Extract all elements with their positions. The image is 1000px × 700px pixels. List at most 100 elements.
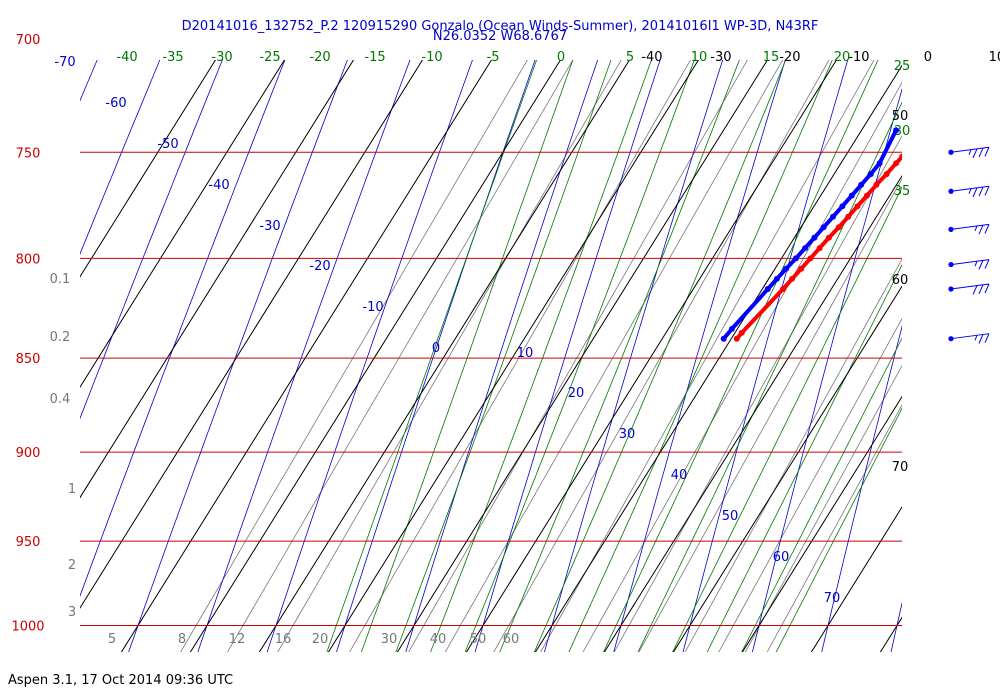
isotherm-line [534, 64, 902, 652]
dry-adiabat-label: 10 [517, 346, 534, 361]
mixing-ratio-line [444, 60, 784, 652]
moist-adiabat-label: 15 [763, 50, 780, 65]
moist-adiabat-line [360, 60, 574, 652]
isotherm-line [741, 395, 902, 652]
mixing-ratio-line [744, 364, 902, 652]
dewpoint-point [811, 234, 818, 241]
pressure-label: 700 [16, 33, 41, 48]
mixing-ratio-line [540, 60, 875, 652]
pressure-label: 1000 [11, 620, 44, 635]
temperature-point [863, 192, 870, 199]
moist-adiabat-line [603, 60, 879, 652]
mixing-ratio-label: 2 [68, 558, 76, 573]
mixing-ratio-line [684, 258, 902, 652]
temperature-point [906, 147, 912, 153]
isotherm-line [80, 60, 424, 609]
wind-barb-flag [984, 186, 990, 196]
dry-adiabat-line [474, 60, 661, 652]
moist-adiabat-label: 30 [894, 124, 911, 139]
wind-barb-flag [984, 147, 990, 157]
theta-label: 70 [892, 460, 909, 475]
moist-adiabat-label: 5 [626, 50, 634, 65]
dewpoint-profile [721, 128, 899, 341]
dry-adiabat-line [80, 60, 98, 102]
moist-adiabat-line [568, 60, 833, 652]
wind-barb-flag [984, 224, 990, 234]
wind-barb-flag [978, 186, 984, 197]
moist-adiabat-label: -20 [309, 50, 330, 65]
mixing-ratio-label: 50 [470, 632, 487, 647]
wind-barb-flag [984, 283, 990, 294]
temperature-point [825, 234, 832, 241]
dry-adiabat-line [336, 60, 536, 652]
dry-adiabat-line [821, 325, 902, 652]
dewpoint-point [764, 286, 771, 292]
wind-barb [948, 185, 990, 198]
dewpoint-point [876, 160, 883, 167]
dewpoint-point [792, 255, 799, 262]
moist-adiabat-label: 10 [691, 50, 708, 65]
dewpoint-point [783, 265, 790, 272]
wind-barb [948, 223, 990, 235]
wind-barb-flag [978, 284, 984, 294]
pressure-label: 850 [16, 352, 41, 367]
wind-barb-flag [978, 334, 984, 344]
isotherm-line [879, 616, 902, 652]
dry-adiabat-line [751, 87, 902, 652]
moist-adiabat-label: -35 [162, 50, 183, 65]
dry-adiabat-label: -50 [157, 137, 178, 152]
mixing-ratio-label: 0.1 [50, 272, 71, 287]
chart-subtitle: N26.0352 W68.6767 [432, 29, 568, 44]
temperature-point [816, 245, 823, 252]
temperature-point [798, 265, 805, 272]
temperature-point [854, 203, 861, 210]
isotherm-line [327, 60, 700, 652]
dewpoint-point [820, 224, 827, 231]
mixing-ratio-label: 20 [312, 632, 329, 647]
moist-adiabat-label: 20 [834, 50, 851, 65]
temperature-label: 0 [924, 50, 932, 65]
temperature-point [883, 171, 890, 178]
isotherm-line [189, 60, 562, 652]
temperature-point [893, 160, 900, 167]
moist-adiabat-line [741, 337, 902, 652]
isotherm-line [603, 174, 902, 652]
moist-adiabat-label: -5 [487, 50, 500, 65]
temperature-point [738, 329, 745, 336]
dry-adiabat-label: 60 [773, 550, 790, 565]
temperature-label: -30 [710, 50, 731, 65]
isotherm-line [672, 285, 902, 652]
dewpoint-point [720, 335, 727, 342]
wind-barb-shaft [950, 259, 990, 266]
moist-adiabat-line [706, 264, 902, 652]
wind-barb-half [974, 261, 978, 267]
moist-adiabat-line [430, 60, 652, 652]
dewpoint-point [839, 203, 846, 210]
dry-adiabat-label: -60 [105, 96, 126, 111]
mixing-ratio-line [638, 177, 902, 652]
mixing-ratio-label: 5 [108, 632, 116, 647]
pressure-label: 950 [16, 535, 41, 550]
wind-barb-half [974, 335, 978, 341]
wind-barb-half [968, 149, 972, 155]
temperature-point [899, 153, 902, 160]
chart-title: D20141016_132752_P.2 120915290 Gonzalo (… [181, 19, 819, 34]
moist-adiabat-line [499, 60, 740, 652]
wind-barb-half [974, 225, 978, 232]
mixing-ratio-label: 30 [381, 632, 398, 647]
mixing-ratio-label: 8 [178, 632, 186, 647]
isotherm-line [80, 60, 355, 499]
wind-barb-flag [972, 285, 978, 295]
dry-adiabat-line [405, 60, 599, 652]
moist-adiabat-line [533, 60, 787, 652]
temperature-label: -40 [641, 50, 662, 65]
isotherm-line [810, 506, 902, 652]
moist-adiabat-label: -25 [259, 50, 280, 65]
dry-adiabat-label: 40 [671, 468, 688, 483]
temperature-point [835, 224, 842, 231]
wind-barb-flag [978, 147, 984, 158]
dry-adiabat-label: -30 [259, 219, 280, 234]
mixing-ratio-line [408, 60, 748, 652]
mixing-ratio-line [180, 60, 528, 652]
